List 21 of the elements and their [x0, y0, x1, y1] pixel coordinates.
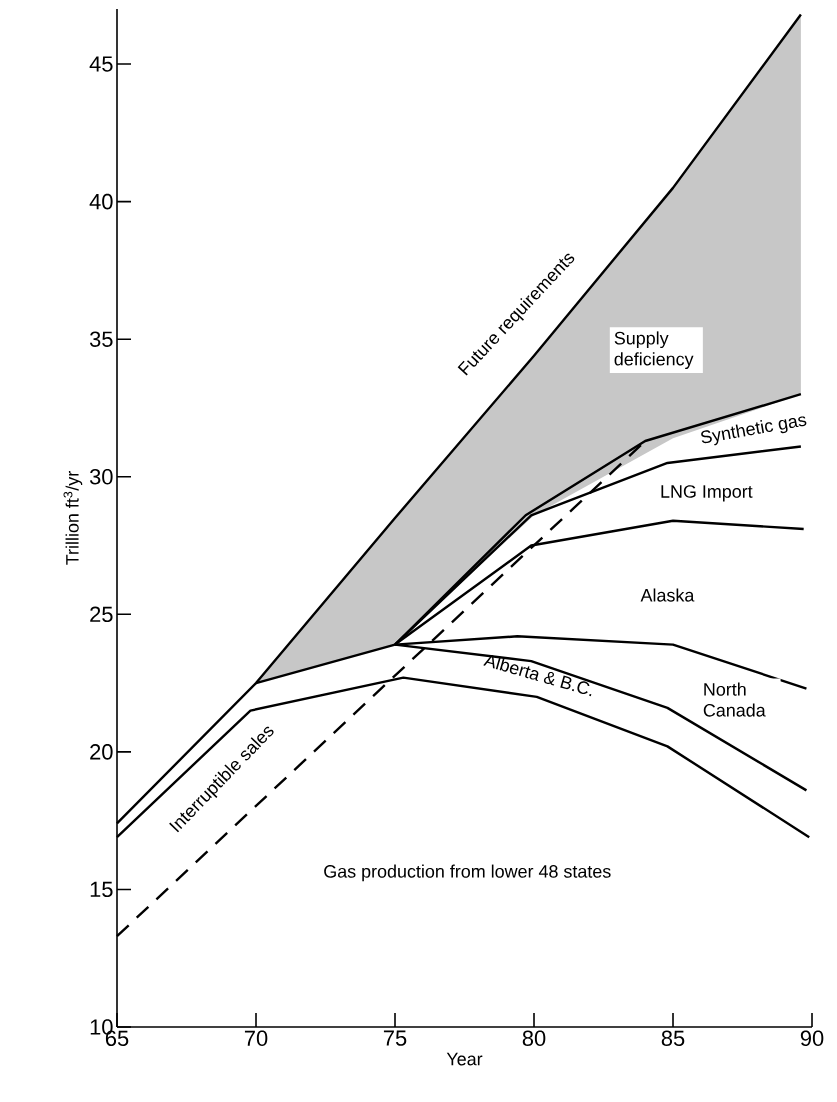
y-tick-label: 30 [89, 468, 113, 485]
y-tick-label: 25 [90, 606, 113, 623]
x-tick-label: 90 [800, 1030, 824, 1047]
x-tick-label: 85 [661, 1030, 685, 1047]
y-tick-label: 15 [90, 881, 113, 898]
annotation: Alaska [640, 588, 695, 602]
y-tick-label: 45 [89, 56, 113, 72]
annotation: Gas production from lower 48 states [324, 864, 611, 882]
y-tick-label: 35 [89, 331, 113, 347]
y-axis-title: Trillion ft$^{3}$/yr [63, 471, 83, 565]
annotation: LNG Import [661, 485, 753, 502]
y-tick-label: 20 [90, 744, 113, 760]
annotation: Supply deficiency [614, 331, 694, 370]
annotation: Synthetic gas [701, 416, 807, 446]
x-tick-label: 75 [383, 1030, 407, 1046]
x-axis-title: Year [446, 1052, 483, 1066]
annotation: Alberta & B.C. [483, 654, 592, 697]
y-tick-label: 40 [89, 193, 113, 210]
x-tick-label: 80 [522, 1030, 546, 1047]
x-tick-label: 70 [244, 1030, 268, 1047]
annotation: North Canada [703, 682, 766, 717]
